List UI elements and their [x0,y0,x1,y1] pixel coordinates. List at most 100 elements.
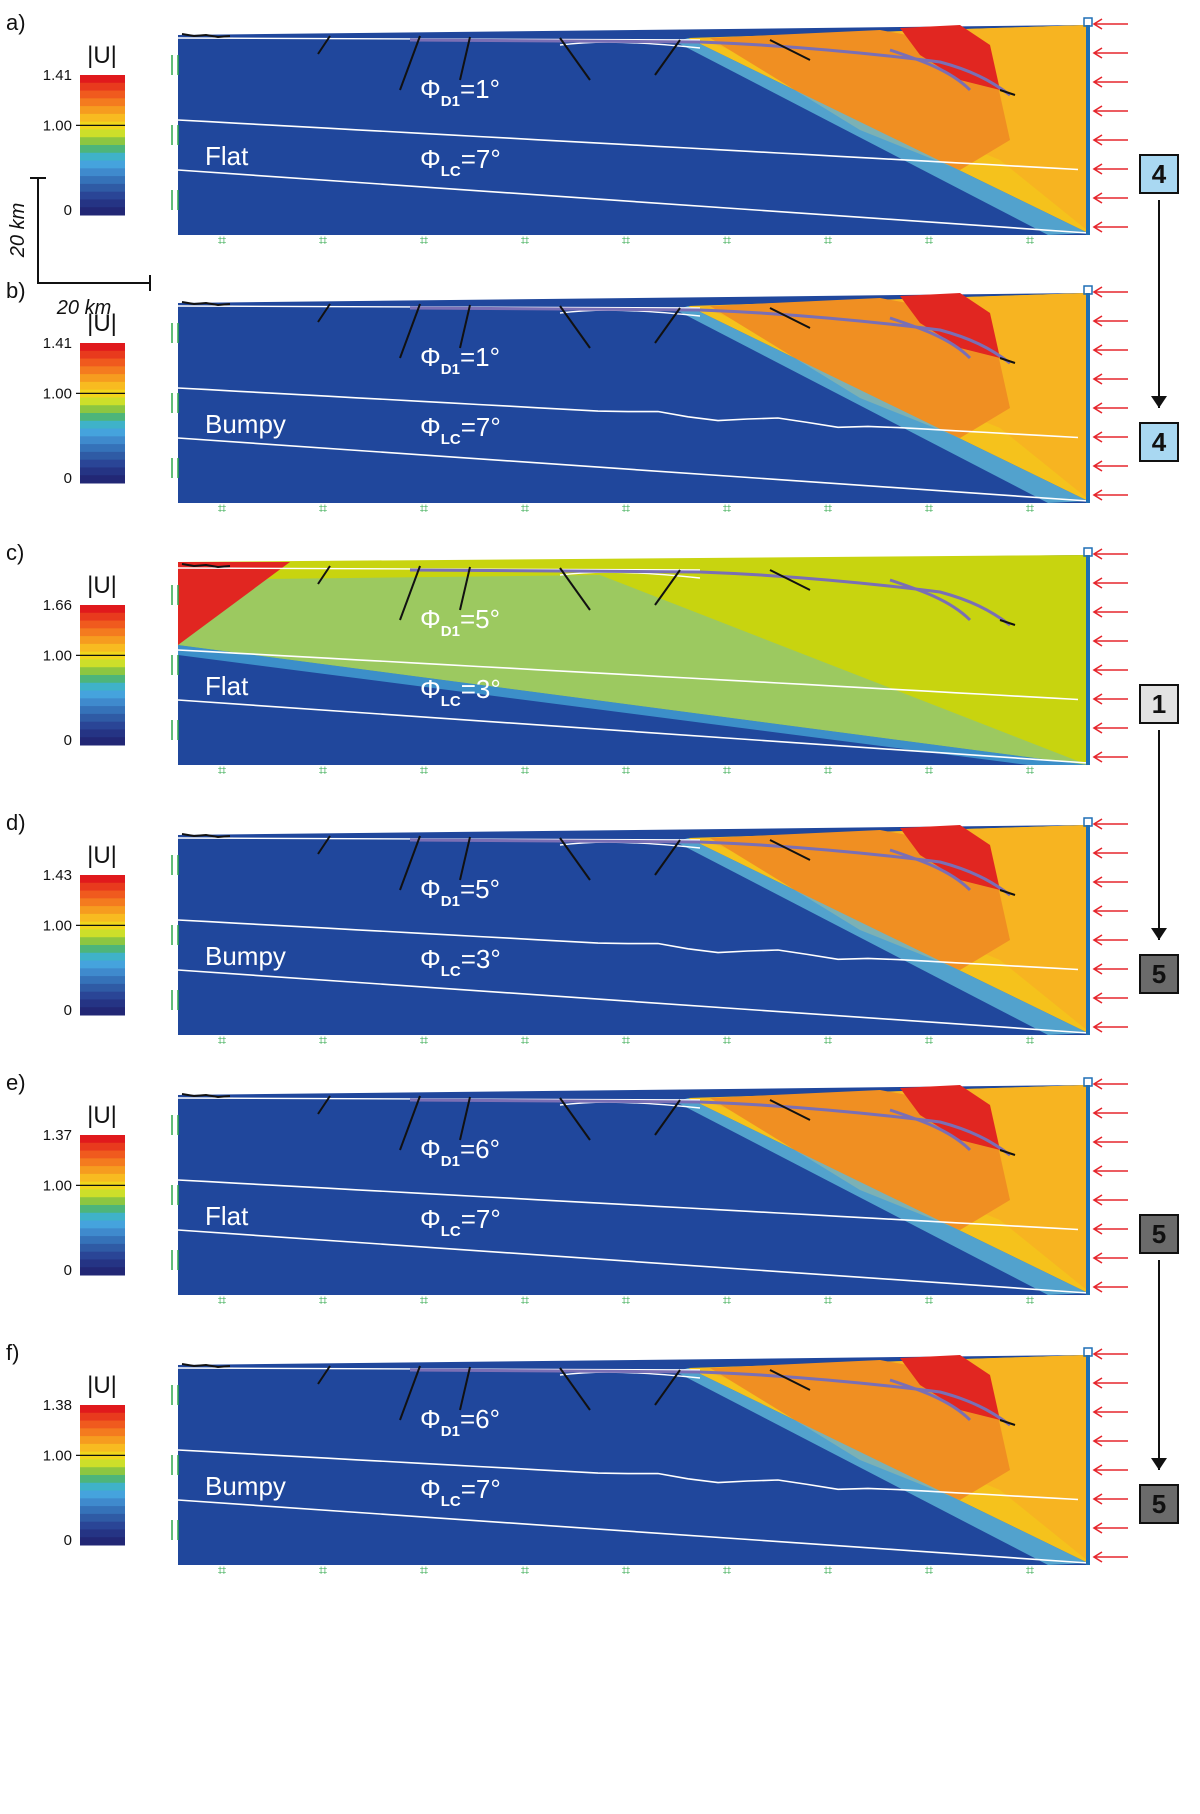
push-arrow-2 [1092,1406,1128,1418]
push-arrow-5 [1092,431,1128,443]
surface-ticks [181,563,231,569]
colorbar-max-label: 1.38 [43,1397,72,1414]
base-marker-4: ⌗ [622,500,631,517]
phi-d1-value: =6° [460,1134,500,1164]
base-marker-5: ⌗ [723,762,732,779]
fault-segment-0 [317,303,331,323]
base-marker-7: ⌗ [925,1562,934,1579]
phi-lc-value: =3° [461,674,501,704]
colorbar-swatch-4 [80,1436,125,1445]
push-arrow-0 [1092,286,1128,298]
shear-band [676,1368,1088,1565]
thrust-sheet-zone [710,30,1010,170]
fault-segment-1 [399,1365,421,1421]
phi-symbol: Φ [420,944,441,974]
phi-d1-label: ΦD1=1° [420,74,500,110]
phi-lc-value: =3° [461,944,501,974]
colorbar-swatch-8 [80,1467,125,1476]
horizon-upper [177,119,1079,171]
colorbar-swatch-1 [80,612,125,622]
decollement-fault [409,1098,1011,1157]
colorbar-swatch-0 [80,875,125,884]
thrust-sheet-zone [710,1360,1010,1500]
horizon-upper [177,387,1079,439]
colorbar-swatch-2 [80,620,125,629]
colorbar-swatch-5 [80,113,125,123]
colorbar-swatch-0 [80,1135,125,1144]
base-marker-0: ⌗ [218,1562,227,1579]
phi-lc-label: ΦLC=3° [420,944,501,980]
push-arrow-4 [1092,402,1128,414]
base-marker-5: ⌗ [723,500,732,517]
base-marker-2: ⌗ [420,1562,429,1579]
phi-symbol: Φ [420,604,441,634]
push-arrow-7 [1092,489,1128,501]
phi-symbol: Φ [420,674,441,704]
colorbar-swatch-8 [80,137,125,146]
base-marker-8: ⌗ [1026,1292,1035,1309]
stage-number: 4 [1152,427,1167,457]
shear-band [676,1098,1088,1295]
colorbar-swatch-0 [80,1405,125,1414]
colorbar-swatch-13 [80,176,125,185]
stage-box [1139,684,1179,724]
base-marker-3: ⌗ [521,232,530,249]
colorbar-swatch-11 [80,960,125,969]
colorbar-swatch-17 [80,1267,125,1276]
colorbar-mid-label: 1.00 [43,1177,72,1194]
fault-segment-1 [399,1095,421,1151]
push-arrow-1 [1092,1107,1128,1119]
colorbar-swatch-2 [80,890,125,899]
colorbar-swatch-15 [80,1251,125,1260]
colorbar-swatch-12 [80,1498,125,1507]
phi-lc-label: ΦLC=3° [420,674,501,710]
colorbar-swatch-1 [80,882,125,892]
colorbar-swatch-15 [80,991,125,1000]
phi-lc-subscript: LC [441,1223,461,1240]
fault-segment-1 [399,835,421,891]
fault-segment-6 [999,1419,1016,1426]
side-marker-2 [171,190,179,210]
fault-segment-3 [559,567,591,611]
fault-segment-2 [459,1096,471,1141]
shear-band [676,838,1088,1035]
colorbar-swatch-7 [80,929,125,938]
decollement-fault [409,838,1011,897]
base-marker-2: ⌗ [420,232,429,249]
colorbar-swatch-11 [80,428,125,437]
base-marker-7: ⌗ [925,1292,934,1309]
base-marker-4: ⌗ [622,762,631,779]
fault-segment-4 [654,307,681,344]
fault-segment-0 [317,35,331,55]
colorbar-swatch-16 [80,999,125,1008]
colorbar-swatch-1 [80,1142,125,1152]
push-arrow-0 [1092,1078,1128,1090]
fault-segment-5 [769,307,811,329]
colorbar-swatch-3 [80,1158,125,1167]
colorbar-swatch-8 [80,1197,125,1206]
panel-letter: e) [6,1070,26,1095]
colorbar-swatch-14 [80,1513,125,1523]
fault-segment-5 [769,1099,811,1121]
push-arrow-7 [1092,751,1128,763]
scale-bar [30,177,151,291]
backstop-marker [1083,285,1093,295]
stage-number: 5 [1152,959,1166,989]
fault-segment-4 [654,39,681,76]
phi-lc-label: ΦLC=7° [420,1204,501,1240]
splay-fault [889,1378,972,1422]
base-marker-6: ⌗ [824,762,833,779]
push-arrow-3 [1092,373,1128,385]
push-arrow-5 [1092,1223,1128,1235]
base-marker-6: ⌗ [824,1292,833,1309]
thrust-sheet-zone [710,830,1010,970]
colorbar-swatch-2 [80,1150,125,1159]
fault-segment-4 [654,569,681,606]
push-arrow-1 [1092,315,1128,327]
panel-letter: d) [6,810,26,835]
fault-segment-3 [559,305,591,349]
push-arrow-3 [1092,635,1128,647]
colorbar-swatch-7 [80,1189,125,1198]
